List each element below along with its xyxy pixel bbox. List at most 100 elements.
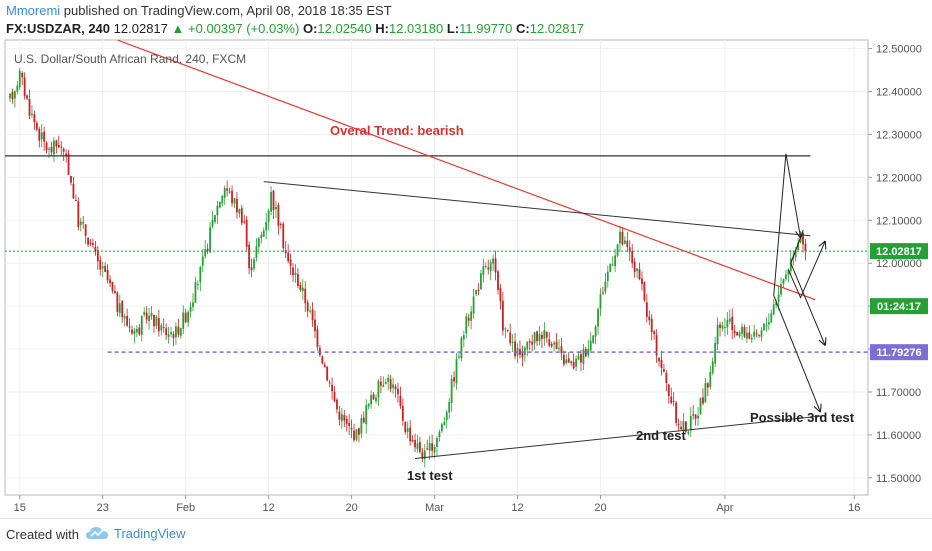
candle-body (104, 265, 107, 272)
candle-body (401, 405, 404, 421)
candle-body (11, 92, 14, 100)
candle-body (538, 334, 541, 342)
y-tick-label: 11.70000 (876, 387, 921, 399)
candle-body (514, 341, 516, 357)
candle-body (763, 323, 765, 331)
x-tick-label: 12 (263, 502, 275, 514)
candle-body (453, 377, 455, 382)
candle-body (236, 198, 238, 213)
candle-body (257, 238, 260, 247)
candle-body (218, 201, 221, 208)
candle-body (328, 382, 331, 384)
candle-body (545, 332, 548, 338)
candle-body (604, 281, 607, 292)
price-badge: 12.02817 (876, 246, 922, 258)
candle-body (13, 91, 16, 99)
candle-body (548, 339, 551, 346)
candle-body (240, 208, 243, 224)
candle-body (748, 332, 751, 339)
y-tick-label: 12.10000 (876, 215, 922, 227)
candle-body (70, 176, 72, 183)
y-tick-label: 11.50000 (876, 473, 921, 485)
x-tick-label: 20 (345, 502, 357, 514)
candle-body (523, 347, 526, 356)
price-chart[interactable]: Overal Trend: bearish 1st test 2nd test Pos… (0, 0, 932, 518)
candle-body (31, 113, 33, 116)
candle-body (50, 146, 53, 153)
candle-body (179, 327, 182, 336)
footer: Created with TradingView (0, 518, 932, 551)
candle-body (292, 267, 294, 276)
candle-body (643, 282, 646, 301)
bearish-trendline (117, 39, 816, 301)
second-test-label: 2nd test (636, 428, 687, 443)
candle-body (716, 324, 719, 345)
candle-body (157, 318, 160, 332)
candle-body (270, 191, 272, 212)
candle-body (440, 424, 443, 431)
price-badge-bg (870, 243, 928, 260)
candle-body (384, 382, 387, 384)
candle-body (704, 383, 707, 403)
candle-body (128, 326, 131, 328)
candle-body (448, 401, 451, 413)
candle-body (33, 114, 36, 123)
cloud-logo-icon (86, 527, 108, 539)
candle-body (772, 304, 775, 315)
author-link[interactable]: Mmoremi (6, 3, 61, 18)
candle-body (411, 440, 414, 442)
candle-body (165, 328, 168, 336)
candle-body (480, 273, 482, 290)
candle-body (133, 330, 136, 335)
candle-body (350, 428, 353, 430)
tradingview-logo[interactable]: TradingView (85, 525, 186, 541)
candle-body (114, 291, 116, 294)
candle-body (511, 341, 514, 343)
candle-body (648, 316, 651, 321)
countdown-badge-bg (870, 298, 928, 315)
candle-body (145, 312, 148, 320)
candle-body (719, 324, 721, 328)
candle-body (597, 308, 599, 327)
candle-body (172, 334, 175, 339)
tradingview-brand: TradingView (114, 525, 186, 541)
candle-body (582, 349, 585, 364)
candle-body (109, 279, 111, 284)
candle-body (736, 331, 739, 336)
candle-body (489, 262, 492, 272)
candle-body (426, 448, 429, 450)
candle-body (228, 191, 231, 193)
candle-body (550, 343, 553, 347)
candle-body (355, 429, 358, 440)
candle-body (770, 313, 773, 323)
candle-body (40, 132, 43, 140)
candle-body (484, 266, 487, 268)
candle-body (177, 326, 180, 335)
candle-body (360, 418, 363, 434)
candle-body (560, 346, 563, 354)
candle-body (804, 243, 807, 252)
candle-body (731, 316, 734, 331)
open-label: O: (302, 21, 318, 36)
candle-body (404, 421, 407, 433)
candle-body (680, 426, 682, 430)
candle-body (433, 446, 436, 453)
candle-body (450, 378, 453, 404)
candle-body (9, 93, 11, 99)
candle-body (297, 274, 299, 287)
y-tick-label: 11.60000 (876, 430, 921, 442)
candle-body (589, 340, 592, 351)
candle-body (94, 246, 97, 252)
x-tick-label: 15 (14, 502, 26, 514)
candle-body (111, 281, 114, 291)
candle-body (519, 349, 521, 355)
candle-body (79, 221, 82, 225)
x-tick-label: 12 (511, 502, 523, 514)
candle-body (170, 332, 172, 335)
candle-body (126, 315, 129, 326)
candle-body (438, 431, 441, 438)
candle-body (338, 411, 341, 420)
candle-body (309, 310, 312, 312)
candle-body (306, 302, 309, 312)
candle-body (665, 372, 668, 384)
